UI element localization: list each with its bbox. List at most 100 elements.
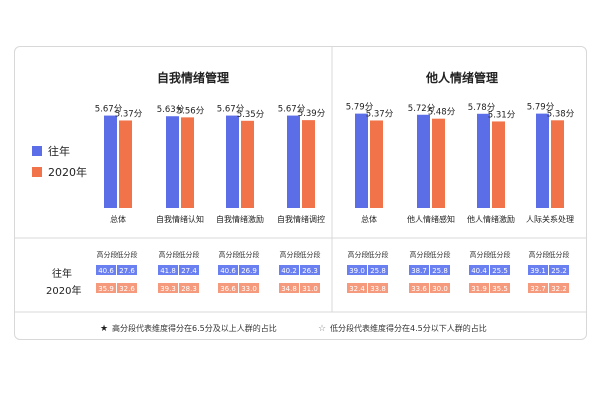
table-cell-value: 32.6 <box>119 285 135 293</box>
legend-swatch-past <box>32 146 42 156</box>
bar-value-label: 5.63分 <box>157 105 185 115</box>
bar-2020 <box>492 121 505 208</box>
x-tick-label: 总体 <box>361 214 377 224</box>
legend-label-2020: 2020年 <box>48 165 87 179</box>
bar-2020 <box>370 120 383 208</box>
bar-value-label: 5.56分 <box>177 106 205 116</box>
table-cell-value: 36.6 <box>220 285 236 293</box>
table-cell-bg <box>430 283 450 293</box>
table-cell-value: 41.8 <box>160 267 176 275</box>
bar-value-label: 5.38分 <box>547 109 575 119</box>
table-header-low: 低分段 <box>300 250 321 259</box>
table-cell-bg <box>239 283 259 293</box>
table-header-low: 低分段 <box>239 250 260 259</box>
table-header-high: 高分段 <box>280 250 301 259</box>
table-cell-value: 40.6 <box>98 267 114 275</box>
table-cell-value: 32.7 <box>530 285 546 293</box>
bar-2020 <box>551 120 564 208</box>
table-cell-bg <box>549 265 569 275</box>
table-cell-bg <box>96 283 116 293</box>
table-cell-bg <box>347 283 367 293</box>
table-header-low: 低分段 <box>430 250 451 259</box>
table-header-high: 高分段 <box>159 250 180 259</box>
table-header-high: 高分段 <box>470 250 491 259</box>
table-cell-value: 32.2 <box>551 285 567 293</box>
table-row-label-2020: 2020年 <box>46 284 81 297</box>
table-cell-value: 25.5 <box>492 267 508 275</box>
bar-value-label: 5.78分 <box>468 103 496 113</box>
table-cell-value: 27.6 <box>119 267 135 275</box>
table-header-high: 高分段 <box>410 250 431 259</box>
table-cell-value: 35.5 <box>492 285 508 293</box>
legend-swatch-2020 <box>32 167 42 177</box>
bar-2020 <box>302 120 315 208</box>
x-tick-label: 自我情绪调控 <box>277 214 325 224</box>
table-cell-value: 25.8 <box>432 267 448 275</box>
table-cell-value: 25.2 <box>551 267 567 275</box>
table-cell-value: 33.6 <box>411 285 427 293</box>
table-cell-bg <box>279 283 299 293</box>
legend-label-past: 往年 <box>48 144 70 158</box>
bar-past <box>536 113 549 208</box>
table-header-high: 高分段 <box>97 250 118 259</box>
table-header-high: 高分段 <box>348 250 369 259</box>
table-cell-value: 28.3 <box>181 285 197 293</box>
table-cell-bg <box>300 265 320 275</box>
table-cell-bg <box>368 283 388 293</box>
table-cell-bg <box>490 283 510 293</box>
table-header-low: 低分段 <box>117 250 138 259</box>
bar-value-label: 5.37分 <box>115 109 143 119</box>
table-cell-bg <box>409 283 429 293</box>
table-cell-value: 25.8 <box>370 267 386 275</box>
table-cell-bg <box>300 283 320 293</box>
table-cell-bg <box>528 265 548 275</box>
table-cell-bg <box>549 283 569 293</box>
table-cell-value: 33.0 <box>241 285 257 293</box>
table-cell-bg <box>158 283 178 293</box>
table-cell-bg <box>218 283 238 293</box>
x-tick-label: 他人情绪感知 <box>407 214 455 224</box>
bar-value-label: 5.79分 <box>346 103 374 113</box>
table-cell-value: 31.0 <box>302 285 318 293</box>
table-cell-bg <box>239 265 259 275</box>
bar-2020 <box>241 120 254 208</box>
bar-value-label: 5.37分 <box>366 109 394 119</box>
table-cell-value: 26.3 <box>302 267 318 275</box>
table-cell-bg <box>179 283 199 293</box>
table-cell-bg <box>528 283 548 293</box>
table-cell-bg <box>179 265 199 275</box>
table-cell-value: 30.0 <box>432 285 448 293</box>
bar-past <box>166 116 179 208</box>
bar-value-label: 5.67分 <box>217 105 245 115</box>
bar-2020 <box>119 120 132 208</box>
table-header-low: 低分段 <box>179 250 200 259</box>
bar-value-label: 5.31分 <box>488 110 516 120</box>
table-row-label-past: 往年 <box>52 267 72 280</box>
bar-past <box>104 115 117 208</box>
bar-2020 <box>432 118 445 208</box>
bar-value-label: 5.35分 <box>237 110 265 120</box>
table-cell-value: 38.7 <box>411 267 427 275</box>
table-header-high: 高分段 <box>219 250 240 259</box>
table-header-high: 高分段 <box>529 250 550 259</box>
table-cell-value: 40.4 <box>471 267 487 275</box>
table-cell-value: 26.9 <box>241 267 257 275</box>
table-cell-bg <box>158 265 178 275</box>
table-cell-value: 27.4 <box>181 267 197 275</box>
bar-value-label: 5.72分 <box>408 104 436 114</box>
table-header-low: 低分段 <box>490 250 511 259</box>
bar-value-label: 5.39分 <box>298 109 326 119</box>
table-cell-bg <box>490 265 510 275</box>
table-header-low: 低分段 <box>368 250 389 259</box>
bar-past <box>417 114 430 208</box>
bar-past <box>355 113 368 208</box>
table-cell-value: 39.3 <box>160 285 176 293</box>
table-cell-bg <box>368 265 388 275</box>
table-cell-value: 34.8 <box>281 285 297 293</box>
table-cell-value: 31.9 <box>471 285 487 293</box>
bar-value-label: 5.48分 <box>428 108 456 118</box>
table-header-low: 低分段 <box>549 250 570 259</box>
table-cell-bg <box>347 265 367 275</box>
